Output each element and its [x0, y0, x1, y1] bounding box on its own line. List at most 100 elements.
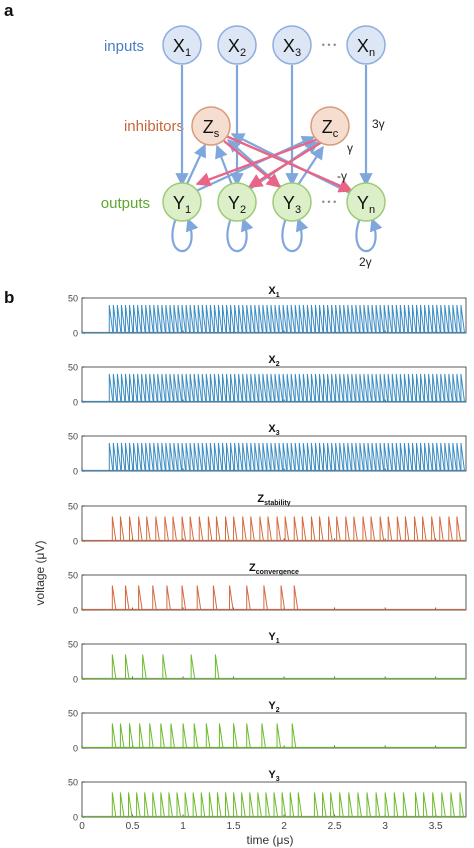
spike [278, 373, 284, 402]
svg-text:Yn: Yn [357, 193, 375, 216]
spike [459, 792, 464, 817]
input-node-x1: X1 [162, 25, 202, 65]
spike [173, 442, 178, 471]
spike [440, 373, 445, 402]
spike [286, 373, 292, 402]
spike [286, 442, 292, 471]
spike [141, 304, 146, 333]
panel-b-letter: b [4, 288, 14, 307]
spike [306, 373, 312, 402]
x-tick-label: 2.5 [328, 821, 342, 832]
input-node-x3: X3 [272, 25, 312, 65]
spike [181, 373, 187, 402]
spike [215, 516, 221, 541]
spike [161, 373, 166, 402]
inhibitor-node-zc: Zc [310, 106, 350, 146]
spike [169, 373, 174, 402]
spike [238, 442, 243, 471]
spike [257, 792, 262, 817]
spike [230, 373, 235, 402]
plot-frame [81, 574, 467, 611]
spike [444, 373, 449, 402]
spike [456, 442, 461, 471]
spike [351, 373, 356, 402]
spike [359, 442, 364, 471]
weight-3gamma: 3γ [372, 117, 385, 131]
spike [111, 792, 117, 817]
spike [165, 373, 170, 402]
spike [420, 442, 425, 471]
spike [242, 516, 247, 541]
spike [267, 516, 272, 541]
spike-plots: X1500X2500X3500Zstability500Zconvergence… [68, 285, 467, 832]
spike [420, 304, 425, 333]
self-loops [171, 217, 383, 253]
spike [209, 442, 215, 471]
output-node-y2: Y2 [217, 182, 257, 222]
spike [177, 442, 182, 471]
spike [127, 792, 133, 817]
spike [119, 516, 125, 541]
plot-frame [81, 297, 467, 334]
spike [116, 442, 122, 471]
spike [359, 373, 364, 402]
network-diagram: a inputs inhibitors outputs [4, 1, 386, 269]
spike [213, 442, 219, 471]
spike [200, 792, 206, 817]
spike [403, 373, 409, 402]
svg-text:Zc: Zc [322, 117, 339, 140]
spike [276, 516, 282, 541]
spike [327, 442, 332, 471]
spike [152, 792, 157, 817]
y-tick-label: 50 [68, 363, 78, 373]
spike [149, 442, 154, 471]
spike [415, 304, 421, 333]
plot-title: X3 [268, 423, 279, 437]
spike [164, 516, 169, 541]
spike [347, 442, 352, 471]
spike [201, 373, 207, 402]
spike [404, 516, 410, 541]
spike [246, 585, 251, 610]
spike [314, 373, 320, 402]
spike [142, 654, 147, 679]
self-loop-y3 [281, 217, 309, 253]
spike [157, 442, 162, 471]
spike [387, 442, 393, 471]
spike [336, 516, 341, 541]
x-tick-label: 0.5 [126, 821, 140, 832]
spike [367, 442, 372, 471]
spike [120, 304, 126, 333]
spike [157, 304, 162, 333]
spike [112, 304, 118, 333]
spike [176, 792, 181, 817]
x-tick-label: 1 [180, 821, 186, 832]
spike [411, 442, 417, 471]
spike [177, 373, 182, 402]
spike [353, 516, 358, 541]
spike [327, 373, 332, 402]
spike [345, 516, 350, 541]
spike [281, 792, 287, 817]
spike [339, 373, 344, 402]
y-tick-label: 0 [73, 606, 78, 616]
spike [198, 516, 204, 541]
spike [197, 304, 203, 333]
plot-frame [81, 505, 467, 542]
outputs-ellipsis: • • • [322, 197, 336, 207]
spike [395, 373, 401, 402]
spike [367, 373, 372, 402]
x-tick-label: 1.5 [227, 821, 241, 832]
spike [217, 304, 223, 333]
spike [128, 516, 134, 541]
spike [165, 304, 170, 333]
spike [234, 373, 239, 402]
spike-trace-panels: b voltage (μV) time (μs) X1 50 0 X2 50 0 X3 50 0… [4, 285, 467, 847]
spike [452, 373, 457, 402]
spike [137, 373, 142, 402]
spike [221, 373, 227, 402]
y-tick-label: 50 [68, 502, 78, 512]
spike [370, 516, 376, 541]
spike [414, 792, 420, 817]
spike [301, 516, 307, 541]
